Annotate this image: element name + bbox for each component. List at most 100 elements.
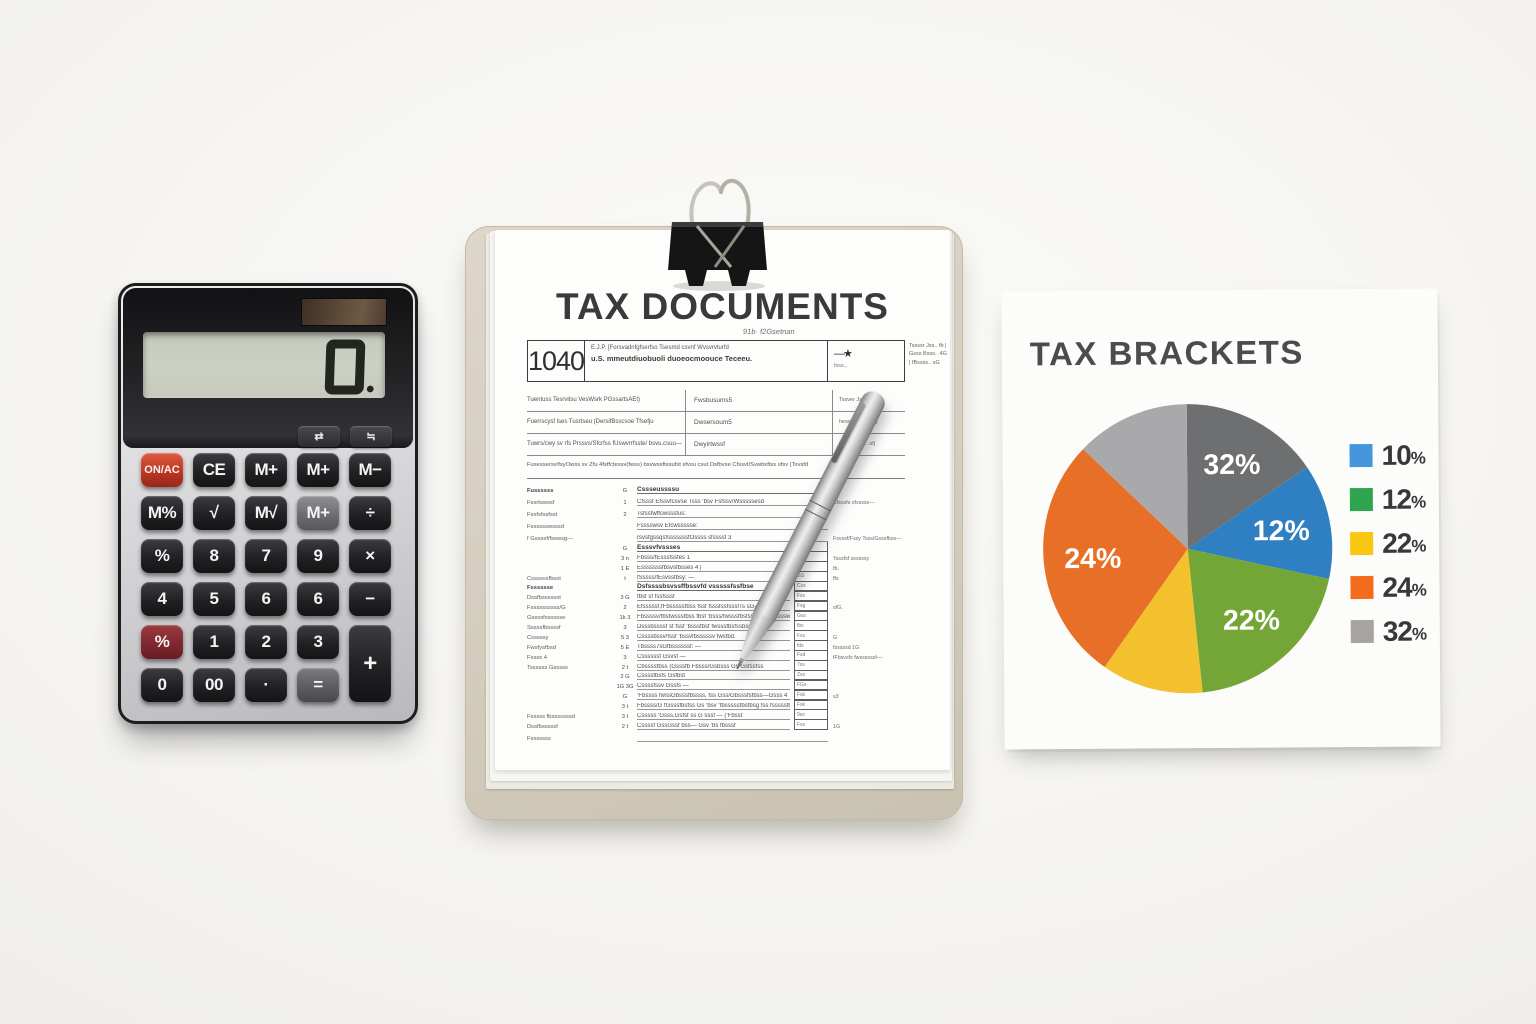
form-line-row: f Gssssf/fsswsg— rsvsfgssqsfsssssssfOsss… [527,530,905,542]
legend-percent-sign: % [1411,624,1428,644]
amount-box: Fsk [794,700,828,711]
tax-form-sheet: TAX DOCUMENTS 91b· f2Gsetnan Tssssr Jss.… [495,230,950,770]
pie-slice [1083,404,1188,549]
line-text: ‘Fbssss fwssGbsssfbssss, fss Gss/Gbsssfs… [637,693,790,701]
line-text: Fbssssv/fbsfwsssfbss fbsf ‘bsss/fwsssfbs… [637,614,790,622]
calculator-key: 5 [193,582,235,616]
pie-slice [1104,548,1203,694]
line-number: 1 [623,500,627,506]
legend-swatch [1349,443,1373,468]
amount-box: Gss [794,611,828,622]
form-header-right: —★ fsss., [828,341,904,381]
line-text: Tbssss7sGfbssssssf: — [637,644,790,651]
form-line-row: G Esssvfvssses [527,542,905,552]
calculator-key: ÷ [349,496,391,530]
pie-slice [1186,404,1308,549]
legend-value: 22 [1382,527,1412,559]
line-right-note: sfG. [833,605,843,612]
form-header-text: E.J.P. [Forsvadnfgfserfso Tsesmd csvnf W… [585,341,828,381]
line-number: 3 G [620,595,630,602]
clip-wire-cross1 [695,225,733,268]
line-right-note: fsssssd 1G [833,644,860,651]
line-number: G [622,545,628,552]
calculator-key: 3 [297,625,339,659]
line-number: 1G 3G [616,684,634,691]
calculator-key: M+ [245,453,287,487]
line-left-label: Gssssfsssssse [527,615,566,622]
calculator-key: = [297,668,339,702]
form-line-row: Dssfbsssssf 2 t Cssssf GssGssf bss— Gsv … [527,720,905,730]
pie-slice-label: 22% [1223,604,1280,636]
form-line-row: Fsssssse Dsfssssbsvssffbssvfd vsssssfssf… [527,581,905,592]
line-number: 3 [623,625,627,632]
amount-box: Fsg [794,601,828,612]
line-number: 5 E [620,644,630,651]
calculator-key: − [349,582,391,616]
line-text: Cssseussssu [637,486,828,494]
line-left-label: Fssrtswssf [527,500,555,506]
form-field-value: Dwyirtwssf [685,434,832,456]
calculator-key: M− [349,453,391,487]
line-text: Cssssfssv Gssfs — [637,683,790,691]
pie-slice-label: 32% [1203,449,1260,481]
calculator-key: 6 [297,582,339,616]
form-line-row: Fssss 4 3 Cssssssf Gsvsf — Fsd fFbsvsfs … [527,650,905,661]
line-right-note: Fsvssf/Fssy Tsss/Gsssfbss— [833,536,902,542]
calculator-key: √ [193,496,235,530]
chart-title: TAX BRACKETS [1029,333,1304,373]
form-corner-note: Tssssr Jss.. fb | Gsss Bsss.. 4G | fBsss… [909,343,947,366]
legend-swatch [1350,619,1374,644]
calculator-key: 0 [141,668,183,702]
form-header-star-note: fsss., [834,363,847,369]
line-text [637,740,828,742]
calculator-key: M+ [297,453,339,487]
line-left-label: Fsssssswsssd [527,524,565,530]
form-field-value: Fwsbusums5 [685,390,832,412]
line-text: Cssssf GssGssf bss— Gsv ‘bs fbsssf [637,723,790,730]
form-name-row: Tuentuss Tesrvitsu VesWsrk PGssartsAEt) … [527,390,905,412]
line-left-label: Tssssss Gsssss [527,664,568,671]
form-long-row: Fusessersv/fsyOwss sv Zfu 4fsffctessv(fw… [527,456,905,479]
tax-brackets-sheet: TAX BRACKETS 32% 12% 22% 24% 10 % 12 % [1001,288,1441,750]
calculator-key: % [141,539,183,573]
calculator-key: 8 [193,539,235,573]
document-subtitle: 91b· f2Gsetnan [742,327,796,336]
calculator-key: ON/AC [141,453,183,487]
calculator-key: 7 [245,539,287,573]
clip-wire-left [689,181,723,228]
line-right-note: G [833,634,838,641]
form-1040: 1040 E.J.P. [Forsvadnfgfserfso Tsesmd cs… [527,340,905,742]
form-line-row: Dssfbsssssst 3 G fbsf sf fssfsssf Fss [527,591,905,602]
calculator-key: % [141,625,183,659]
form-header-line2: u.S. mmeutdiuobuoli duoeocmoouce Teceeu. [591,354,753,363]
star-icon: —★ [834,348,853,360]
amount-box: FGs [794,680,828,691]
form-line-row: Tssssss Gsssss 2 t Cbssssfbss (Gsssfb Fb… [527,660,905,671]
calculator-top-panel: 0. [123,288,413,448]
legend-percent-sign: % [1411,580,1427,600]
line-text: Csssss ‘Gsss,Gsfsf ss G sssf — (‘Fbsst [637,713,790,721]
line-number: t [624,575,626,582]
line-number: 3 t [621,704,629,711]
legend-value: 32 [1382,615,1413,647]
small-function-key: ⇄ [298,426,340,447]
line-number: 5 3 [620,634,630,641]
line-left-label: Dssfbsssssf [527,723,558,730]
line-text: rsvsfgssqsfsssssssfOssss sfssssf 3 [637,535,828,542]
calculator-key: 00 [193,668,235,702]
form-line-row: 3 n Fbsss/fEsssfssfes 1 ‘fsssfsf ssssssy [527,551,905,562]
form-line-row: Fssfsfssfsst 2 Tsfssfwffcwsssfus: [527,506,905,518]
legend-value: 12 [1381,483,1412,515]
legend-value: 10 [1381,439,1411,471]
amount-box: Fss [794,631,828,641]
amount-box: Zss [794,670,828,681]
legend-swatch [1350,531,1374,556]
line-left-label: Fssfsfssfsst [527,512,558,518]
calculator-key: CE [193,453,235,487]
clip-wire-right [719,178,751,228]
pie-slice [1043,449,1188,668]
amount-box: Css [794,581,828,592]
legend-percent-sign: % [1410,448,1426,468]
form-line-row: Fssssssssss/G 2 Efsssssf,fFbsssssfbss fs… [527,601,905,612]
